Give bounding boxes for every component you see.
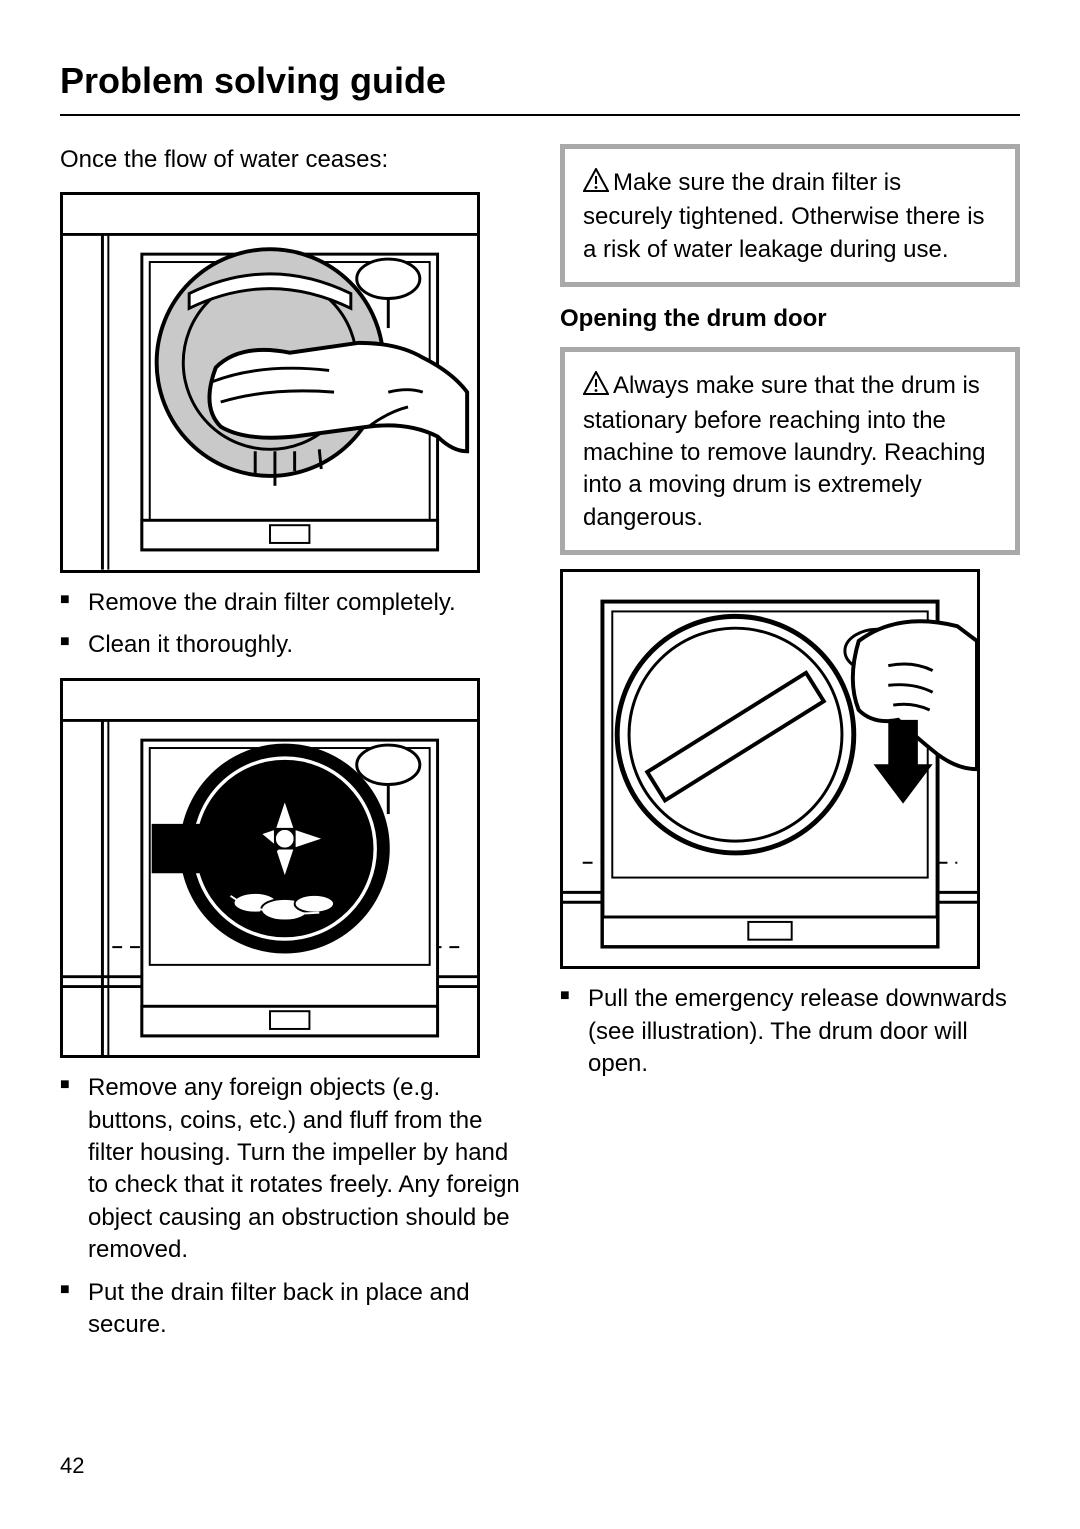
right-column: Make sure the drain filter is securely t… bbox=[560, 144, 1020, 1357]
subheading-drum-door: Opening the drum door bbox=[560, 305, 1020, 333]
list-item: Clean it thoroughly. bbox=[60, 629, 520, 661]
manual-page: Problem solving guide Once the flow of w… bbox=[0, 0, 1080, 1529]
page-title: Problem solving guide bbox=[60, 60, 1020, 102]
filter-housing-svg bbox=[63, 681, 477, 1056]
page-number: 42 bbox=[60, 1453, 84, 1479]
list-item: Remove the drain filter completely. bbox=[60, 587, 520, 619]
warning-text-content: Make sure the drain filter is securely t… bbox=[583, 169, 985, 263]
left-column: Once the flow of water ceases: bbox=[60, 144, 520, 1357]
list-item: Pull the emergency release downwards (se… bbox=[560, 983, 1020, 1080]
list-item: Remove any foreign objects (e.g. buttons… bbox=[60, 1072, 520, 1266]
warning-box-filter: Make sure the drain filter is securely t… bbox=[560, 144, 1020, 287]
warning-text: Make sure the drain filter is securely t… bbox=[583, 167, 997, 266]
warning-text: Always make sure that the drum is statio… bbox=[583, 370, 997, 534]
bullet-list-b: Remove any foreign objects (e.g. buttons… bbox=[60, 1072, 520, 1341]
warning-box-drum: Always make sure that the drum is statio… bbox=[560, 347, 1020, 555]
warning-icon bbox=[583, 168, 609, 201]
warning-text-content: Always make sure that the drum is statio… bbox=[583, 372, 985, 531]
drain-filter-remove-svg bbox=[63, 195, 477, 570]
title-rule bbox=[60, 114, 1020, 116]
illustration-drain-filter-remove bbox=[60, 192, 480, 573]
bullet-list-right: Pull the emergency release downwards (se… bbox=[560, 983, 1020, 1080]
bullet-list-a: Remove the drain filter completely. Clea… bbox=[60, 587, 520, 662]
list-item: Put the drain filter back in place and s… bbox=[60, 1277, 520, 1342]
warning-icon bbox=[583, 371, 609, 404]
two-column-layout: Once the flow of water ceases: bbox=[60, 144, 1020, 1357]
illustration-filter-housing bbox=[60, 678, 480, 1059]
intro-text: Once the flow of water ceases: bbox=[60, 144, 520, 176]
emergency-release-svg bbox=[563, 572, 977, 966]
illustration-emergency-release bbox=[560, 569, 980, 969]
